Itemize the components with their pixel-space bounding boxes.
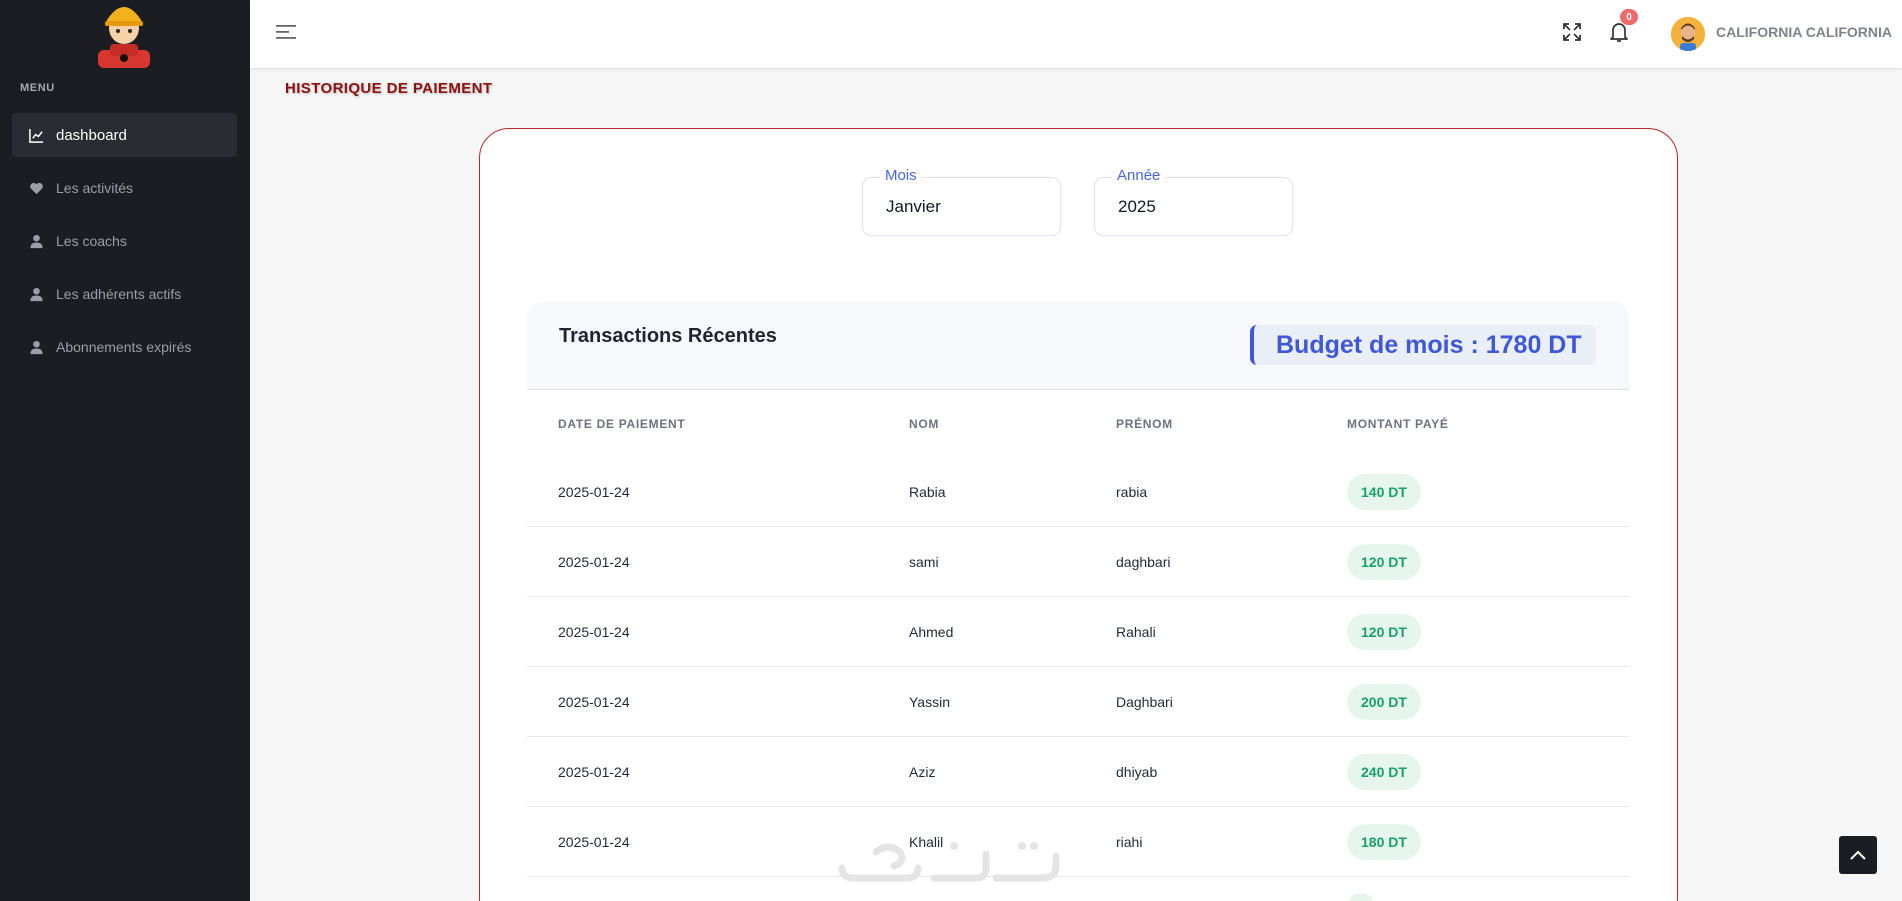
sidebar-item-activites[interactable]: Les activités <box>12 166 237 210</box>
month-label: Mois <box>880 167 922 184</box>
payment-history-card <box>479 128 1678 901</box>
table-row: 2025-01-24 Aziz dhiyab 240 DT <box>527 737 1629 807</box>
cell-nom: Ahmed <box>909 624 954 640</box>
table-row: 2025-01-24 Khalil riahi 180 DT <box>527 807 1629 877</box>
cell-nom: Rabia <box>909 484 946 500</box>
username[interactable]: CALIFORNIA CALIFORNIA <box>1716 24 1893 40</box>
transactions-header: Transactions Récentes Budget de mois : 1… <box>527 301 1629 390</box>
sidebar-item-label: Les coachs <box>56 233 127 249</box>
amount-badge-partial <box>1347 893 1375 901</box>
logo[interactable] <box>92 0 156 68</box>
transactions-title: Transactions Récentes <box>559 325 777 347</box>
cell-nom: Yassin <box>909 694 950 710</box>
cell-date: 2025-01-24 <box>558 554 630 570</box>
hamburger-menu-icon[interactable] <box>276 23 298 41</box>
sidebar-item-abonnements-expires[interactable]: Abonnements expirés <box>12 325 237 369</box>
sidebar-item-label: dashboard <box>56 126 127 144</box>
amount-badge: 120 DT <box>1347 544 1421 580</box>
fullscreen-icon[interactable] <box>1562 22 1582 42</box>
cell-prenom: daghbari <box>1116 554 1171 570</box>
sidebar-item-label: Les activités <box>56 180 134 196</box>
heart-icon <box>30 182 43 194</box>
user-avatar-icon <box>1671 17 1705 51</box>
sidebar-nav: dashboard Les activités Les coachs Les a… <box>12 113 237 378</box>
column-header-date: DATE DE PAIEMENT <box>558 417 686 431</box>
month-field[interactable]: Janvier <box>862 177 1061 236</box>
user-icon <box>30 234 43 248</box>
avatar[interactable] <box>1671 17 1705 51</box>
chevron-up-icon <box>1850 850 1866 860</box>
user-icon <box>30 340 43 354</box>
cell-prenom: rabia <box>1116 484 1148 500</box>
cell-nom: Aziz <box>909 764 936 780</box>
cell-nom: Khalil <box>909 834 944 850</box>
column-header-prenom: PRÉNOM <box>1116 417 1173 431</box>
monthly-budget: Budget de mois : 1780 DT <box>1250 325 1596 365</box>
sidebar: MENU dashboard Les activités Les coachs … <box>0 0 250 901</box>
sidebar-item-dashboard[interactable]: dashboard <box>12 113 237 157</box>
bell-icon[interactable] <box>1609 21 1629 43</box>
amount-badge: 120 DT <box>1347 614 1421 650</box>
amount-badge: 180 DT <box>1347 824 1421 860</box>
user-icon <box>30 287 43 301</box>
year-value: 2025 <box>1118 197 1156 216</box>
sidebar-item-adherents-actifs[interactable]: Les adhérents actifs <box>12 272 237 316</box>
cell-date: 2025-01-24 <box>558 764 630 780</box>
notification-badge: 0 <box>1620 9 1638 25</box>
page-title: HISTORIQUE DE PAIEMENT <box>285 80 493 97</box>
month-value: Janvier <box>886 197 941 216</box>
chart-line-icon <box>29 128 44 143</box>
amount-badge: 200 DT <box>1347 684 1421 720</box>
cell-nom: sami <box>909 554 939 570</box>
sidebar-item-coachs[interactable]: Les coachs <box>12 219 237 263</box>
year-label: Année <box>1112 167 1166 184</box>
cell-date: 2025-01-24 <box>558 624 630 640</box>
cell-date: 2025-01-24 <box>558 694 630 710</box>
watermark-logo-icon <box>838 842 1060 882</box>
table-row: 2025-01-24 Ahmed Rahali 120 DT <box>527 597 1629 667</box>
cell-prenom: dhiyab <box>1116 764 1158 780</box>
sidebar-item-label: Les adhérents actifs <box>56 286 182 302</box>
table-row: 2025-01-24 Rabia rabia 140 DT <box>527 457 1629 527</box>
table-row: 2025-01-24 Yassin Daghbari 200 DT <box>527 667 1629 737</box>
amount-badge: 140 DT <box>1347 474 1421 510</box>
mascot-logo-icon <box>98 7 150 68</box>
column-header-nom: NOM <box>909 417 940 431</box>
cell-prenom: Daghbari <box>1116 694 1173 710</box>
topbar: 0 CALIFORNIA CALIFORNIA <box>250 0 1902 68</box>
scroll-to-top-button[interactable] <box>1839 836 1877 874</box>
cell-date: 2025-01-24 <box>558 834 630 850</box>
cell-prenom: Rahali <box>1116 624 1156 640</box>
table-row: 2025-01-24 sami daghbari 120 DT <box>527 527 1629 597</box>
sidebar-item-label: Abonnements expirés <box>56 339 192 355</box>
menu-title: MENU <box>20 82 55 94</box>
year-field[interactable]: 2025 <box>1094 177 1293 236</box>
cell-prenom: riahi <box>1116 834 1143 850</box>
amount-badge: 240 DT <box>1347 754 1421 790</box>
column-header-montant: MONTANT PAYÉ <box>1347 417 1449 431</box>
cell-date: 2025-01-24 <box>558 484 630 500</box>
